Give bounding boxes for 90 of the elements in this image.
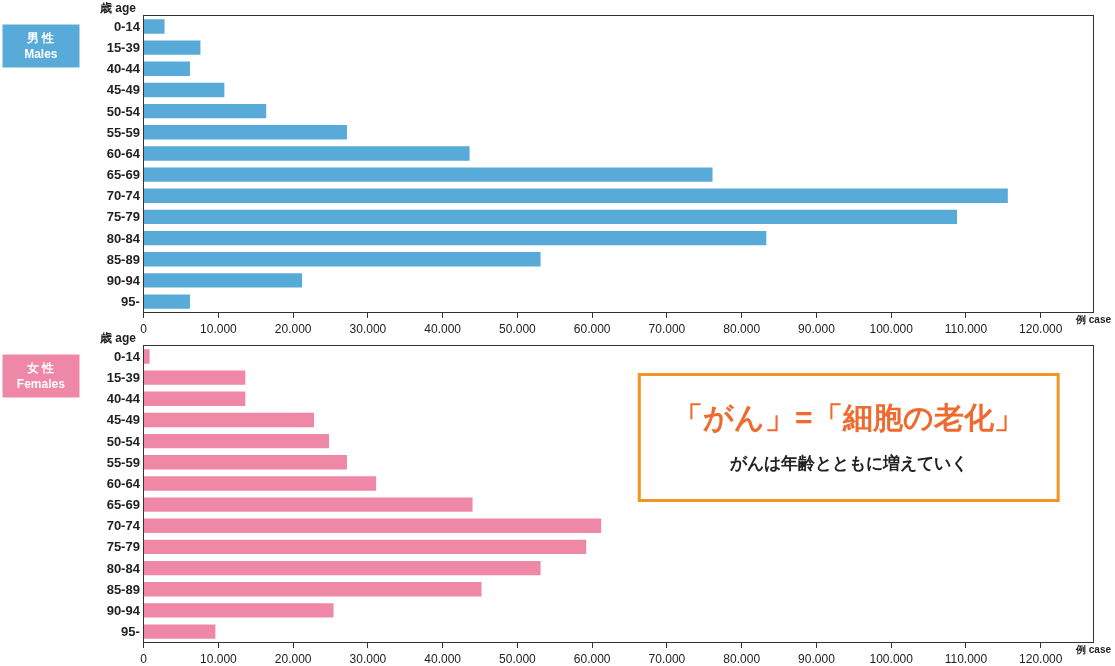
x-tick-label: 50.000 [499,321,537,336]
x-tick-label: 70.000 [648,651,686,666]
bar [143,167,713,182]
y-tick-label: 90-94 [106,272,141,288]
bar [143,19,165,34]
bar [143,349,150,364]
x-tick-label: 90.000 [798,651,836,666]
y-tick-label: 55-59 [106,124,140,140]
annotation: がんは年齢とともに増えていく [729,453,968,473]
annotation: 「がん」=「細胞の老化」 [673,401,1024,434]
text: 男 性 Males [24,31,58,61]
x-axis-title: 例 case [1075,644,1112,655]
y-tick-label: 95- [121,624,140,640]
bar [143,624,216,639]
x-tick-label: 10.000 [200,321,238,336]
y-tick-label: 45-49 [106,82,140,98]
x-tick-label: 50.000 [499,651,537,666]
y-tick-label: 60-64 [106,475,141,491]
y-tick-label: 50-54 [106,433,141,449]
bar [143,455,347,470]
bar [143,370,246,385]
x-tick-label: 80.000 [723,321,761,336]
bar [143,125,347,140]
y-tick-label: 45-49 [106,412,140,428]
x-tick-label: 100.000 [869,651,914,666]
bar [143,391,246,406]
y-tick-label: 40-44 [106,61,141,77]
y-tick-label: 80-84 [106,560,141,576]
x-tick-label: 80.000 [723,651,761,666]
bar [143,82,225,98]
x-tick-label: 0 [140,321,148,336]
x-tick-label: 120.000 [1019,321,1063,336]
y-axis-title: 歳 age [99,331,137,345]
x-axis-title: 例 case [1075,314,1112,325]
x-tick-label: 40.000 [424,321,462,336]
bar [143,40,201,55]
bar [143,209,957,225]
text: 女 性 Females [16,361,66,391]
bar [143,497,473,512]
y-tick-label: 65-69 [106,167,140,183]
x-tick-label: 110.000 [944,321,988,336]
x-tick-label: 120.000 [1019,651,1063,666]
y-tick-label: 70-74 [106,518,141,534]
bar [143,273,303,288]
bar [143,188,1008,203]
x-tick-label: 100.000 [869,321,914,336]
bar [143,476,377,491]
bar [143,146,470,161]
bar [143,518,602,533]
x-tick-label: 60.000 [573,651,611,666]
x-tick-label: 110.000 [944,651,988,666]
bar [143,560,541,576]
x-tick-label: 30.000 [349,651,387,666]
x-tick-label: 90.000 [798,321,836,336]
y-tick-label: 15-39 [106,40,140,56]
y-tick-label: 75-79 [106,539,140,555]
x-tick-label: 70.000 [648,321,686,336]
y-tick-label: 50-54 [106,103,141,119]
bar [143,294,190,309]
x-tick-label: 60.000 [573,321,611,336]
y-tick-label: 0-14 [113,348,141,364]
y-tick-label: 60-64 [106,145,141,161]
y-axis-title: 歳 age [99,1,137,15]
bar [143,412,315,428]
x-tick-label: 20.000 [274,651,312,666]
x-tick-label: 20.000 [274,321,312,336]
bar [143,230,767,246]
bar [143,103,267,119]
bar [143,539,587,555]
x-tick-label: 10.000 [200,651,238,666]
y-tick-label: 80-84 [106,230,141,246]
bar [143,61,190,76]
bar [143,582,482,597]
x-tick-label: 40.000 [424,651,462,666]
bar [143,603,334,618]
y-tick-label: 85-89 [106,251,140,267]
x-tick-label: 30.000 [349,321,387,336]
x-tick-label: 0 [140,651,148,666]
y-tick-label: 70-74 [106,188,141,204]
y-tick-label: 15-39 [106,370,140,386]
y-tick-label: 95- [121,294,140,310]
y-tick-label: 55-59 [106,454,140,470]
y-tick-label: 65-69 [106,497,140,513]
y-tick-label: 85-89 [106,581,140,597]
y-tick-label: 40-44 [106,391,141,407]
bar [143,433,330,449]
y-tick-label: 0-14 [113,18,141,34]
y-tick-label: 75-79 [106,209,140,225]
bar [143,252,541,267]
y-tick-label: 90-94 [106,602,141,618]
